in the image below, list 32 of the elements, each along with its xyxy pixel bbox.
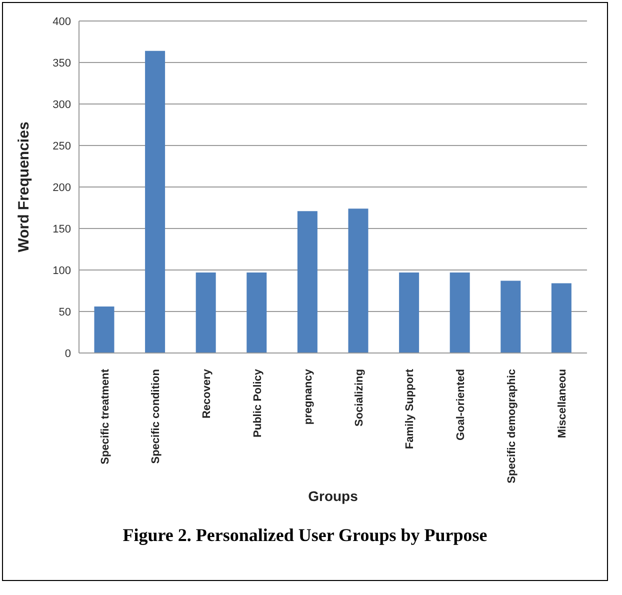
y-tick-label: 200 <box>52 182 71 194</box>
text: Figure 2. Personalized User Groups by Purpose <box>122 525 488 546</box>
y-tick-label: 0 <box>64 348 71 360</box>
x-tick-label: Public Policy <box>252 368 264 438</box>
y-tick-label: 50 <box>58 306 71 318</box>
bar <box>348 208 368 353</box>
x-tick-label: Goal-oriented <box>455 369 467 441</box>
bar <box>297 211 318 353</box>
bar <box>94 306 114 353</box>
bar <box>399 272 420 353</box>
bar <box>196 272 216 353</box>
x-tick-label: Specific condition <box>150 368 162 464</box>
y-axis-title: Word Frequencies <box>15 122 32 252</box>
y-tick-label: 100 <box>52 264 71 277</box>
x-tick-label: Socializing <box>353 369 366 426</box>
y-tick-label: 250 <box>52 140 71 152</box>
x-tick-label: pregnancy <box>302 368 315 425</box>
bar <box>500 280 521 353</box>
bar <box>246 272 267 353</box>
x-axis-title: Groups <box>308 488 358 504</box>
y-tick-label: 300 <box>52 98 71 111</box>
x-tick-label: Family Support <box>404 368 416 450</box>
y-tick-label: 350 <box>52 57 71 70</box>
x-tick-label: Specific demographic <box>506 369 518 484</box>
bar <box>551 283 572 353</box>
y-tick-label: 150 <box>52 223 71 236</box>
x-tick-label: Specific treatment <box>99 368 112 464</box>
x-tick-label: Miscellaneou <box>556 369 569 438</box>
bar <box>145 50 166 353</box>
x-tick-label: Recovery <box>201 368 213 419</box>
bar <box>450 272 470 353</box>
y-tick-label: 400 <box>52 16 71 28</box>
